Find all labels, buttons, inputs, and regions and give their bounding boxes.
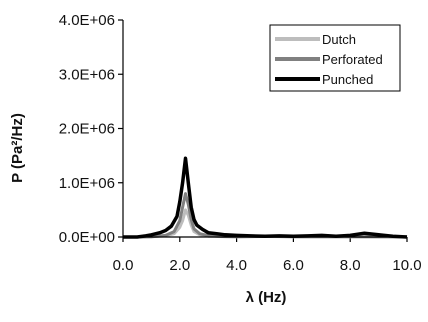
x-axis-title: λ (Hz): [246, 289, 287, 306]
x-tick-label: 8.0: [340, 257, 361, 274]
plot-area: [123, 156, 408, 239]
x-axis-ticks: 0.0 2.0 4.0 6.0 8.0 10.0: [113, 237, 422, 274]
x-tick-label: 4.0: [226, 257, 247, 274]
legend-label-punched: Punched: [322, 72, 373, 87]
x-tick-label: 10.0: [392, 257, 421, 274]
y-axis-ticks: 0.0E+00 1.0E+06 2.0E+06 3.0E+06 4.0E+06: [59, 12, 123, 246]
y-tick-label: 1.0E+06: [59, 175, 115, 192]
y-axis-title: P (Pa²/Hz): [9, 113, 26, 183]
x-tick-label: 6.0: [283, 257, 304, 274]
y-tick-label: 3.0E+06: [59, 66, 115, 83]
x-tick-label: 2.0: [169, 257, 190, 274]
y-tick-label: 0.0E+00: [59, 229, 115, 246]
y-tick-label: 2.0E+06: [59, 121, 115, 138]
series-line-punched: [123, 156, 408, 239]
y-tick-label: 4.0E+06: [59, 12, 115, 29]
x-tick-label: 0.0: [113, 257, 134, 274]
legend: Dutch Perforated Punched: [269, 24, 401, 92]
legend-label-perforated: Perforated: [322, 52, 383, 67]
legend-label-dutch: Dutch: [322, 32, 356, 47]
